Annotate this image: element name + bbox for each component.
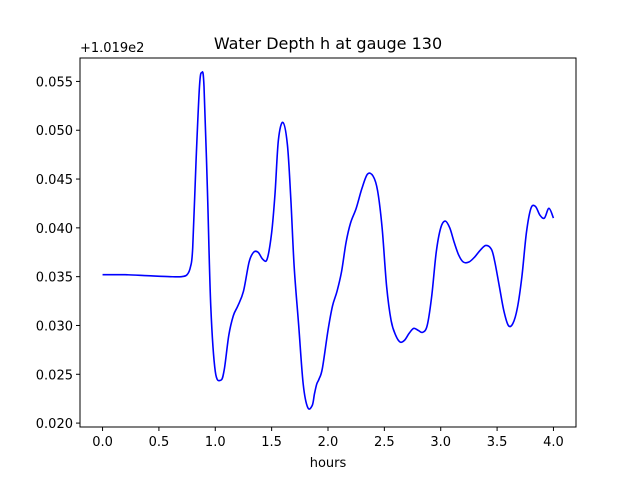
x-tick-label: 0.5 (149, 435, 170, 450)
y-tick-label: 0.050 (36, 124, 73, 139)
x-tick-label: 3.0 (430, 435, 451, 450)
series-layer (102, 71, 555, 410)
series-line (102, 71, 555, 410)
y-tick-label: 0.055 (36, 75, 73, 90)
y-tick-label: 0.040 (36, 222, 73, 237)
x-tick-label: 1.0 (205, 435, 226, 450)
x-tick-label: 2.5 (374, 435, 395, 450)
x-axis: 0.0 0.5 1.0 1.5 2.0 2.5 3.0 3.5 4.0 (92, 427, 564, 450)
y-axis: 0.020 0.025 0.030 0.035 0.040 0.045 0.050 0.055 (36, 75, 80, 432)
y-tick-label: 0.030 (36, 319, 73, 334)
x-tick-label: 0.0 (92, 435, 113, 450)
y-tick-label: 0.025 (36, 368, 73, 383)
x-axis-label: hours (310, 456, 347, 471)
x-tick-label: 4.0 (543, 435, 564, 450)
y-offset-label: +1.019e2 (80, 41, 144, 56)
x-tick-label: 3.5 (487, 435, 508, 450)
x-tick-label: 2.0 (318, 435, 339, 450)
y-tick-label: 0.045 (36, 173, 73, 188)
y-tick-label: 0.020 (36, 417, 73, 432)
chart-title: Water Depth h at gauge 130 (214, 34, 442, 53)
x-tick-label: 1.5 (261, 435, 282, 450)
y-tick-label: 0.035 (36, 271, 73, 286)
plot-area (80, 58, 576, 427)
